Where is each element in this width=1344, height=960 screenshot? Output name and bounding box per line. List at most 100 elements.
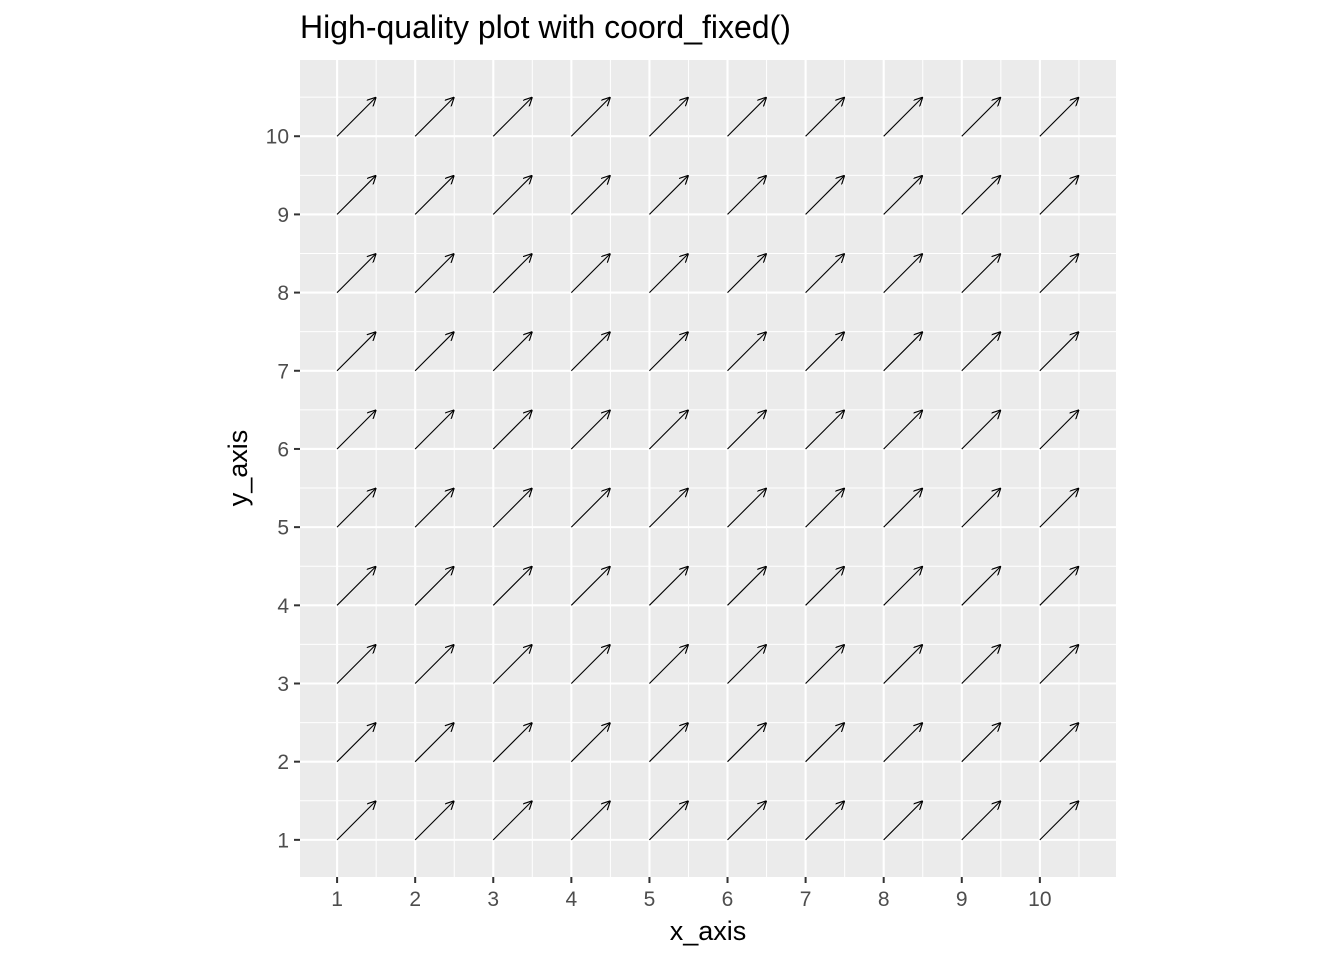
vector-arrow — [1039, 644, 1079, 684]
y-axis-title: y_axis — [223, 430, 253, 507]
x-axis-title: x_axis — [670, 916, 747, 946]
y-tick-label: 2 — [277, 751, 289, 774]
x-tick-label: 2 — [409, 888, 421, 911]
vector-arrow — [883, 488, 923, 528]
vector-arrow — [336, 175, 376, 215]
vector-arrow — [336, 801, 376, 841]
vector-arrow — [336, 332, 376, 372]
vector-arrow — [1039, 488, 1079, 528]
y-tick-label: 1 — [277, 829, 289, 852]
vector-arrow — [961, 97, 1001, 137]
vector-arrow — [570, 723, 610, 763]
vector-arrow — [727, 254, 767, 293]
vector-arrow — [805, 97, 845, 137]
vector-arrow — [1039, 801, 1079, 841]
vector-arrow — [883, 566, 923, 606]
vector-arrow — [492, 410, 532, 450]
vector-arrow — [649, 644, 688, 684]
x-tick-label: 10 — [1028, 888, 1051, 911]
vector-arrow — [414, 175, 454, 215]
vector-arrow — [883, 175, 923, 215]
vector-arrow — [727, 175, 767, 215]
vector-arrow — [649, 332, 688, 372]
y-tick-label: 10 — [266, 126, 289, 149]
vector-arrow — [492, 97, 532, 137]
vector-arrow — [805, 332, 845, 372]
vector-arrow — [961, 410, 1001, 450]
vector-arrow — [414, 801, 454, 841]
vector-arrow — [649, 410, 688, 450]
vector-arrow — [649, 175, 688, 215]
vector-arrow — [727, 723, 767, 763]
vector-arrow — [883, 801, 923, 841]
vector-arrow — [492, 566, 532, 606]
vector-arrow — [570, 254, 610, 293]
vector-arrow — [570, 488, 610, 528]
vector-arrow — [805, 644, 845, 684]
vector-arrow — [414, 332, 454, 372]
vector-arrow — [883, 97, 923, 137]
y-tick-label: 7 — [277, 360, 289, 383]
vector-arrow — [570, 566, 610, 606]
vector-arrow — [727, 488, 767, 528]
chart-title: High-quality plot with coord_fixed() — [300, 9, 791, 45]
vector-arrow — [805, 566, 845, 606]
x-tick-label: 6 — [722, 888, 734, 911]
vector-arrow — [414, 254, 454, 293]
vector-arrow — [336, 723, 376, 763]
vector-arrow — [570, 410, 610, 450]
vector-arrow — [961, 332, 1001, 372]
y-tick-label: 8 — [277, 282, 289, 305]
vector-arrow — [414, 644, 454, 684]
vector-arrows — [336, 97, 1079, 841]
vector-arrow — [727, 801, 767, 841]
vector-arrow — [961, 723, 1001, 763]
major-gridlines — [300, 60, 1116, 877]
y-tick-label: 6 — [277, 438, 289, 461]
y-tick-label: 9 — [277, 204, 289, 227]
vector-arrow — [570, 175, 610, 215]
x-tick-label: 5 — [644, 888, 656, 911]
vector-arrow — [649, 723, 688, 763]
vector-arrow — [492, 332, 532, 372]
vector-arrow — [961, 566, 1001, 606]
vector-arrow — [961, 644, 1001, 684]
vector-arrow — [492, 488, 532, 528]
vector-arrow — [1039, 97, 1079, 137]
vector-arrow — [570, 644, 610, 684]
vector-arrow — [336, 410, 376, 450]
vector-arrow — [805, 410, 845, 450]
x-tick-label: 9 — [956, 888, 968, 911]
vector-arrow — [414, 488, 454, 528]
vector-arrow — [961, 801, 1001, 841]
vector-arrow — [727, 644, 767, 684]
x-tick-label: 3 — [487, 888, 499, 911]
vector-arrow — [805, 488, 845, 528]
vector-arrow — [649, 488, 688, 528]
vector-arrow — [649, 254, 688, 293]
vector-arrow — [649, 566, 688, 606]
vector-arrow — [883, 723, 923, 763]
vector-arrow — [649, 801, 688, 841]
vector-arrow — [727, 566, 767, 606]
vector-arrow — [727, 410, 767, 450]
y-tick-label: 4 — [277, 595, 289, 618]
y-tick-label: 5 — [277, 517, 289, 540]
vector-arrow — [1039, 723, 1079, 763]
x-tick-label: 7 — [800, 888, 812, 911]
vector-arrow — [727, 332, 767, 372]
vector-arrow — [1039, 254, 1079, 293]
vector-arrow — [961, 175, 1001, 215]
vector-arrow — [414, 97, 454, 137]
vector-arrow — [414, 723, 454, 763]
vector-arrow — [492, 175, 532, 215]
vector-arrow — [961, 488, 1001, 528]
vector-arrow — [336, 644, 376, 684]
vector-arrow — [570, 97, 610, 137]
vector-arrow — [492, 723, 532, 763]
vector-arrow — [883, 254, 923, 293]
vector-arrow — [883, 644, 923, 684]
x-tick-label: 8 — [878, 888, 890, 911]
x-tick-label: 1 — [331, 888, 343, 911]
